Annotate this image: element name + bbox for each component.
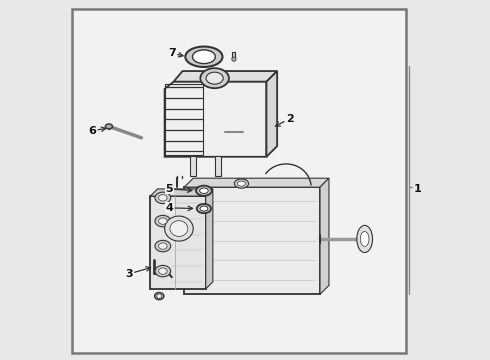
Ellipse shape bbox=[238, 181, 245, 186]
Ellipse shape bbox=[155, 192, 171, 203]
Ellipse shape bbox=[155, 215, 171, 227]
Text: 5: 5 bbox=[166, 184, 192, 194]
Ellipse shape bbox=[206, 72, 223, 84]
Ellipse shape bbox=[105, 124, 113, 129]
Polygon shape bbox=[184, 178, 329, 187]
Bar bbox=[215, 156, 221, 176]
Text: 2: 2 bbox=[275, 113, 294, 126]
Ellipse shape bbox=[197, 204, 211, 213]
Ellipse shape bbox=[200, 206, 208, 211]
Bar bbox=[150, 196, 206, 289]
Polygon shape bbox=[320, 178, 329, 294]
Bar bbox=[165, 84, 203, 155]
Text: 1: 1 bbox=[414, 184, 421, 194]
Ellipse shape bbox=[170, 221, 188, 237]
Ellipse shape bbox=[155, 265, 171, 277]
Polygon shape bbox=[150, 189, 213, 196]
Ellipse shape bbox=[200, 68, 229, 88]
Text: 6: 6 bbox=[88, 126, 106, 136]
Ellipse shape bbox=[196, 186, 212, 196]
Ellipse shape bbox=[155, 293, 164, 300]
Ellipse shape bbox=[199, 188, 208, 194]
Polygon shape bbox=[206, 189, 213, 289]
Text: 4: 4 bbox=[165, 203, 193, 213]
Polygon shape bbox=[173, 71, 277, 82]
Ellipse shape bbox=[155, 240, 171, 252]
Polygon shape bbox=[267, 71, 277, 157]
Ellipse shape bbox=[159, 218, 167, 224]
Bar bbox=[232, 53, 235, 60]
Ellipse shape bbox=[185, 46, 222, 67]
Ellipse shape bbox=[193, 50, 215, 64]
Bar bbox=[184, 187, 320, 294]
Ellipse shape bbox=[357, 225, 372, 252]
Ellipse shape bbox=[234, 179, 248, 188]
Ellipse shape bbox=[157, 294, 162, 298]
Ellipse shape bbox=[159, 243, 167, 249]
Bar bbox=[190, 156, 196, 176]
Ellipse shape bbox=[159, 195, 167, 201]
Polygon shape bbox=[165, 82, 267, 157]
Text: 7: 7 bbox=[168, 48, 183, 58]
Text: 3: 3 bbox=[125, 267, 150, 279]
Ellipse shape bbox=[360, 231, 369, 246]
Ellipse shape bbox=[165, 216, 193, 241]
Ellipse shape bbox=[232, 57, 236, 61]
Ellipse shape bbox=[159, 268, 167, 274]
